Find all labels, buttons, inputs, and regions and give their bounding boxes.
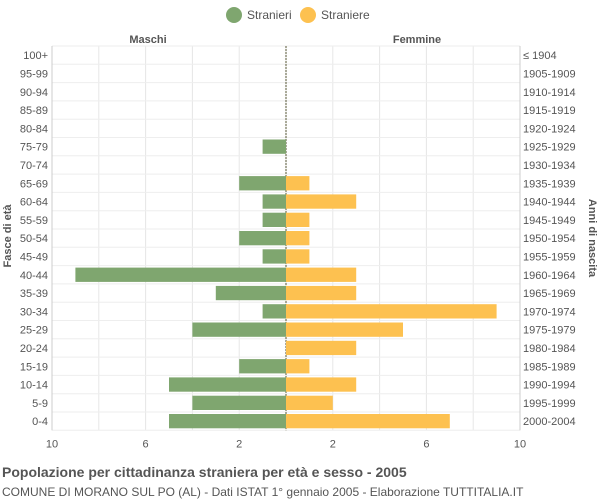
age-group-label: 75-79 xyxy=(20,142,48,154)
bar-female xyxy=(286,249,310,264)
birth-year-label: 1905-1909 xyxy=(523,68,576,80)
bar-male xyxy=(169,377,286,392)
bar-male xyxy=(192,322,286,337)
x-tick-label: 6 xyxy=(143,438,149,450)
age-group-label: 85-89 xyxy=(20,105,48,117)
age-group-label: 10-14 xyxy=(20,380,48,392)
header-maschi: Maschi xyxy=(129,34,166,46)
legend-marker-female xyxy=(300,7,316,23)
bars xyxy=(75,139,497,429)
bar-female xyxy=(286,359,310,374)
age-group-label: 30-34 xyxy=(20,306,48,318)
grid-lines xyxy=(51,45,521,431)
birth-year-label: 1915-1919 xyxy=(523,105,576,117)
legend-label-male: Stranieri xyxy=(247,8,292,22)
bar-female xyxy=(286,212,310,227)
bar-female xyxy=(286,395,333,410)
axis-labels: 100+ ≤ 1904 95-99 1905-1909 90-94 1910-1914 85… xyxy=(2,34,598,450)
bar-female xyxy=(286,377,357,392)
age-group-label: 35-39 xyxy=(20,288,48,300)
bar-male xyxy=(215,285,286,301)
birth-year-label: 1945-1949 xyxy=(523,215,576,227)
birth-year-label: 1940-1944 xyxy=(523,197,576,209)
birth-year-label: 1985-1989 xyxy=(523,361,576,373)
bar-female xyxy=(286,285,357,301)
birth-year-label: 1975-1979 xyxy=(523,325,576,337)
age-group-label: 95-99 xyxy=(20,68,48,80)
x-tick-label: 2 xyxy=(236,438,242,450)
population-pyramid-chart: 100+ ≤ 1904 95-99 1905-1909 90-94 1910-1914 85… xyxy=(2,7,598,450)
age-group-label: 70-74 xyxy=(20,160,48,172)
birth-year-label: 1980-1984 xyxy=(523,343,576,355)
bar-female xyxy=(286,322,403,337)
bar-male xyxy=(262,249,286,264)
birth-year-label: 1970-1974 xyxy=(523,306,576,318)
y-axis-title-right: Anni di nascita xyxy=(586,199,598,278)
bar-male xyxy=(192,395,286,410)
chart-subtitle: COMUNE DI MORANO SUL PO (AL) - Dati ISTA… xyxy=(2,485,524,499)
legend-label-female: Straniere xyxy=(321,8,370,22)
x-tick-label: 10 xyxy=(46,438,58,450)
birth-year-label: 1995-1999 xyxy=(523,398,576,410)
x-tick-label: 10 xyxy=(514,438,526,450)
age-group-label: 55-59 xyxy=(20,215,48,227)
bar-female xyxy=(286,267,357,282)
bar-female xyxy=(286,231,310,246)
bar-male xyxy=(262,194,286,209)
bar-female xyxy=(286,304,497,319)
age-group-label: 100+ xyxy=(23,50,48,62)
age-group-label: 5-9 xyxy=(32,398,48,410)
x-tick-label: 6 xyxy=(423,438,429,450)
y-axis-title-left: Fasce di età xyxy=(2,204,14,268)
birth-year-label: 1960-1964 xyxy=(523,270,576,282)
bar-female xyxy=(286,194,357,209)
age-group-label: 20-24 xyxy=(20,343,48,355)
bar-female xyxy=(286,176,310,191)
age-group-label: 40-44 xyxy=(20,270,48,282)
birth-year-label: ≤ 1904 xyxy=(523,50,557,62)
age-group-label: 80-84 xyxy=(20,123,48,135)
bar-male xyxy=(239,231,286,246)
age-group-label: 0-4 xyxy=(32,416,48,428)
bar-male xyxy=(262,212,286,227)
age-group-label: 60-64 xyxy=(20,197,48,209)
legend: Stranieri Straniere xyxy=(226,7,370,23)
age-group-label: 45-49 xyxy=(20,251,48,263)
birth-year-label: 1950-1954 xyxy=(523,233,576,245)
age-group-label: 25-29 xyxy=(20,325,48,337)
age-group-label: 15-19 xyxy=(20,361,48,373)
birth-year-label: 1955-1959 xyxy=(523,251,576,263)
bar-male xyxy=(262,139,286,154)
bar-male xyxy=(262,304,286,319)
bar-male xyxy=(239,359,286,374)
age-group-label: 65-69 xyxy=(20,178,48,190)
x-tick-label: 2 xyxy=(330,438,336,450)
bar-male xyxy=(169,414,286,429)
birth-year-label: 1925-1929 xyxy=(523,142,576,154)
age-group-label: 90-94 xyxy=(20,87,48,99)
birth-year-label: 1920-1924 xyxy=(523,123,576,135)
birth-year-label: 1990-1994 xyxy=(523,380,576,392)
birth-year-label: 2000-2004 xyxy=(523,416,576,428)
age-group-label: 50-54 xyxy=(20,233,48,245)
birth-year-label: 1935-1939 xyxy=(523,178,576,190)
legend-marker-male xyxy=(226,7,242,23)
bar-female xyxy=(286,340,357,356)
header-femmine: Femmine xyxy=(393,34,441,46)
chart-title: Popolazione per cittadinanza straniera p… xyxy=(2,464,407,480)
bar-male xyxy=(75,267,287,282)
birth-year-label: 1965-1969 xyxy=(523,288,576,300)
bar-male xyxy=(239,176,286,191)
birth-year-label: 1930-1934 xyxy=(523,160,576,172)
bar-female xyxy=(286,414,450,429)
birth-year-label: 1910-1914 xyxy=(523,87,576,99)
